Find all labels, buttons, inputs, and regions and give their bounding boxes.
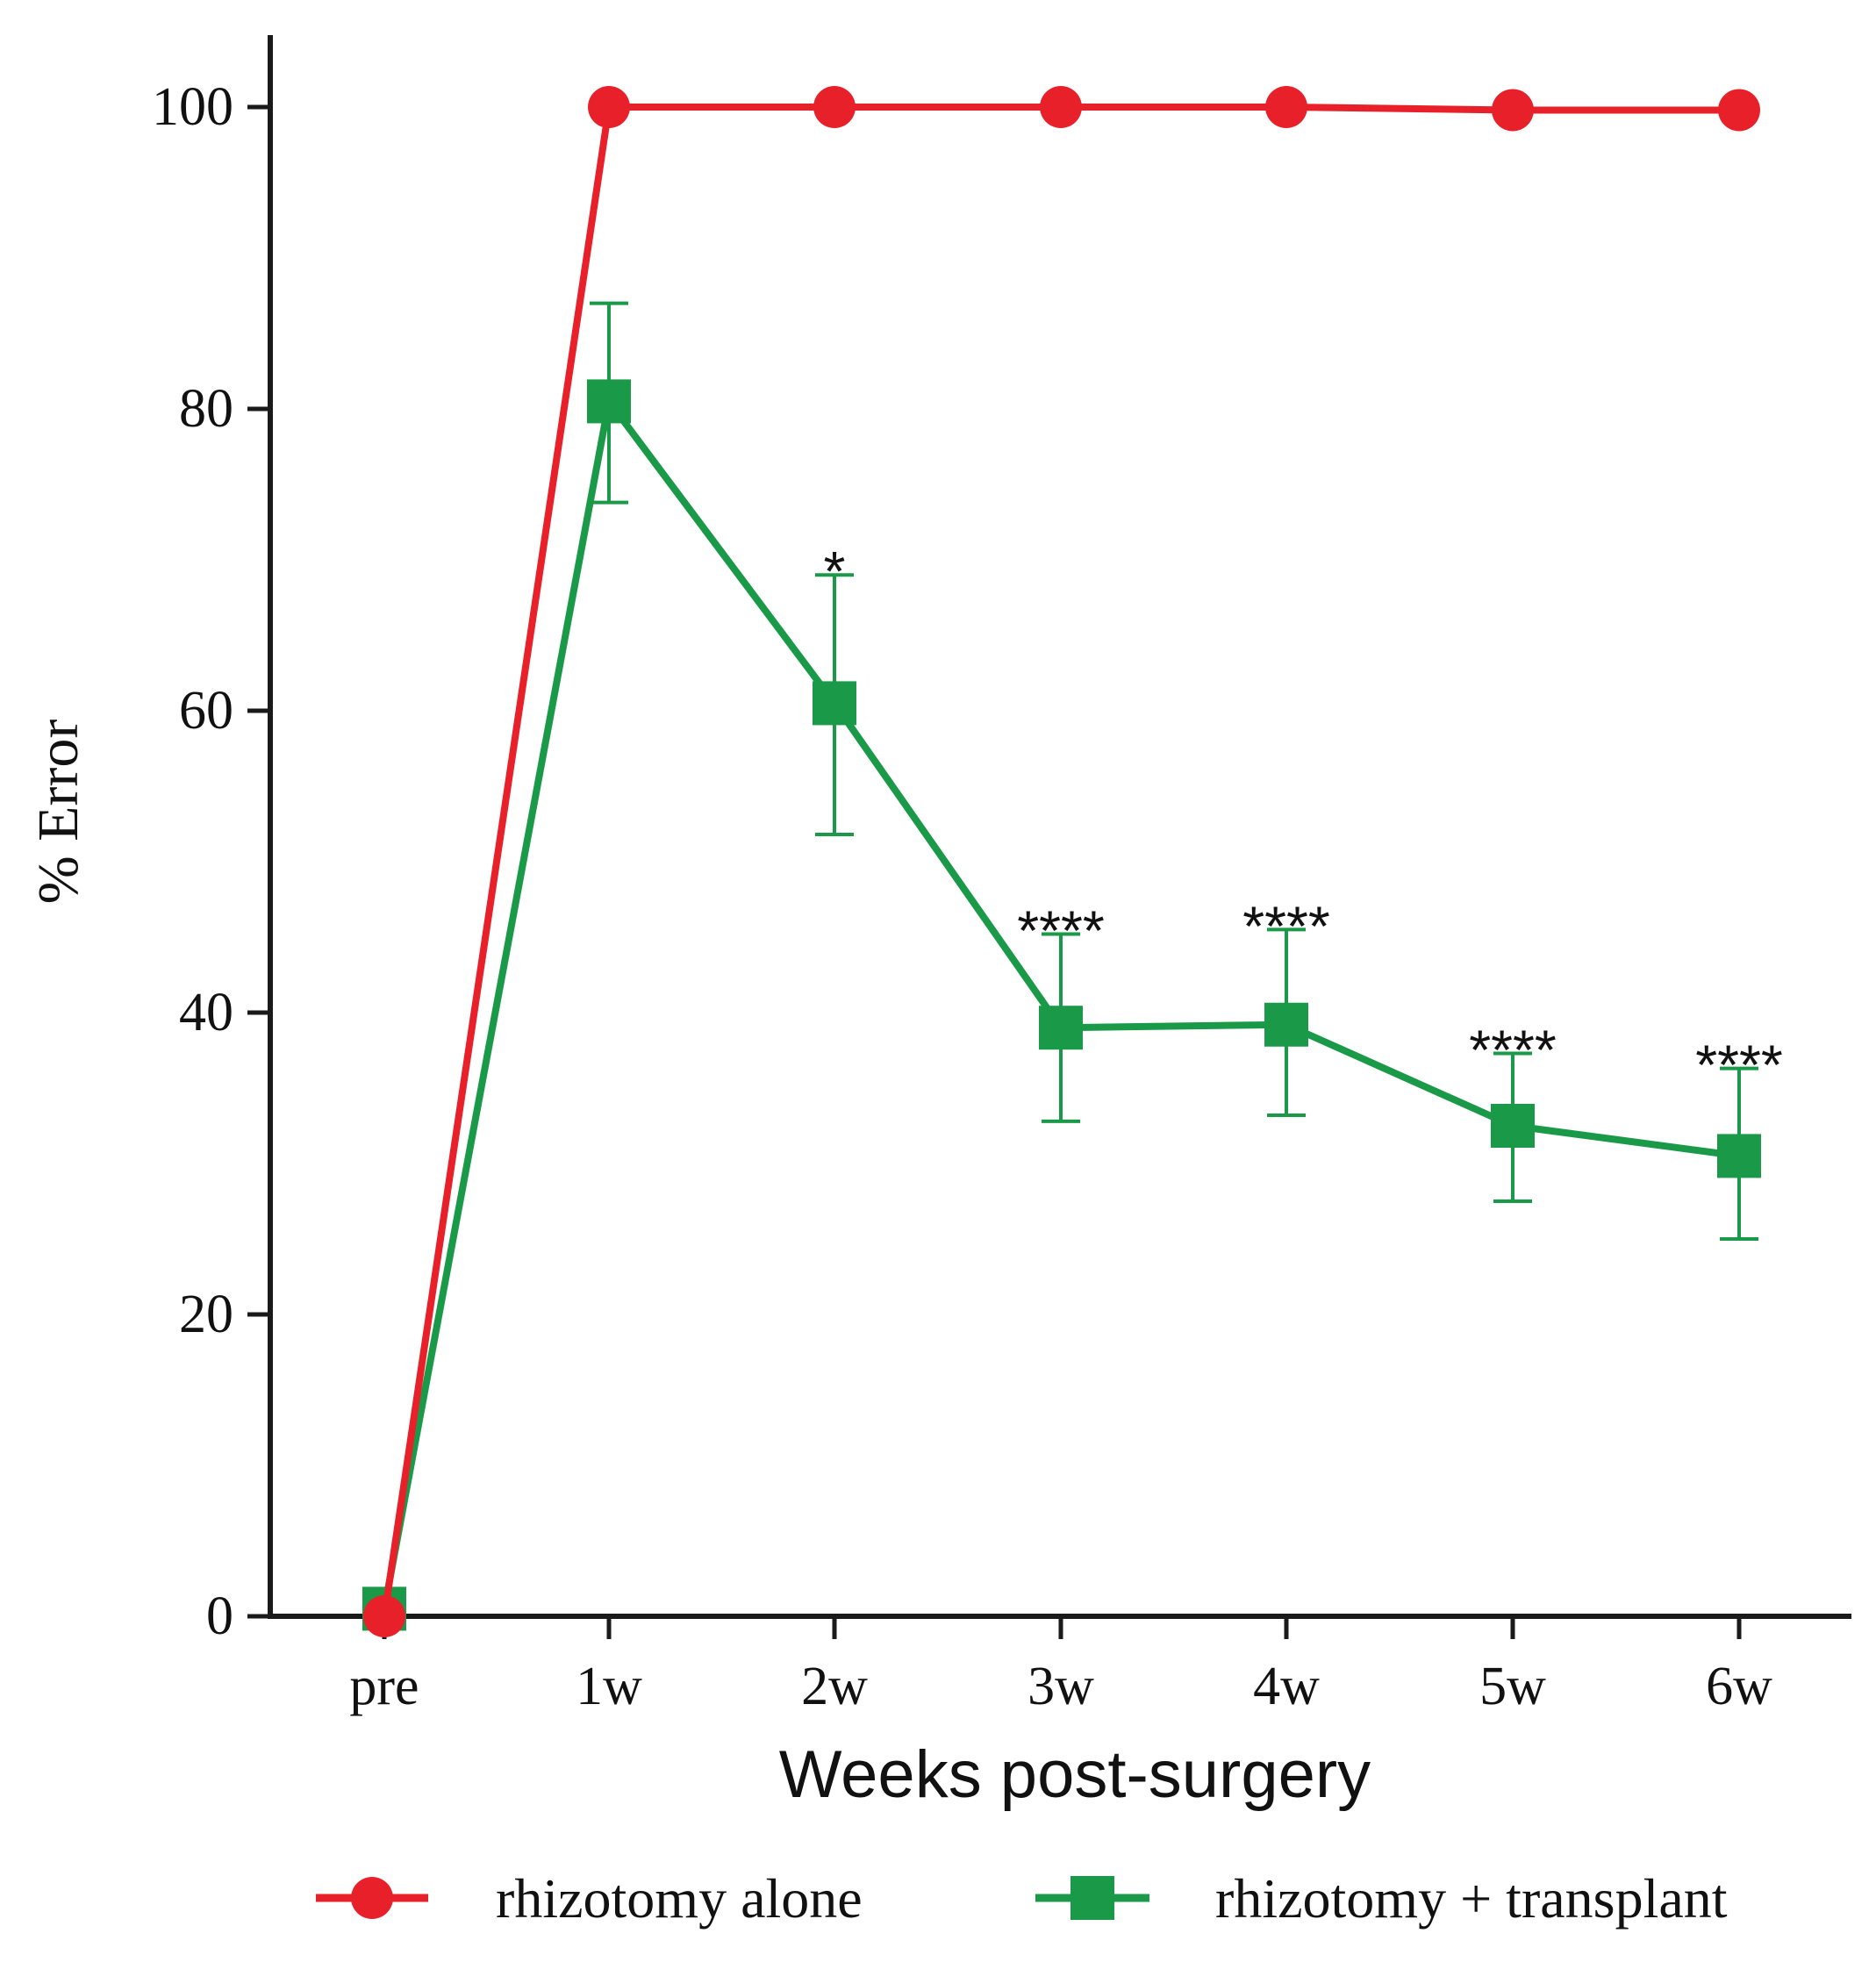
y-axis-title: % Error [26, 720, 90, 905]
data-point [587, 379, 631, 424]
y-tick-label: 80 [179, 379, 233, 439]
legend-item-rhizotomy-alone: rhizotomy alone [316, 1867, 863, 1930]
significance-label: **** [1017, 899, 1105, 963]
data-point [588, 86, 630, 128]
data-point [1491, 1104, 1535, 1148]
legend-label-rhizotomy-alone: rhizotomy alone [496, 1867, 863, 1930]
series-rhizotomy-alone [363, 86, 1760, 1637]
x-tick-label: 2w [801, 1657, 868, 1716]
x-axis-title: Weeks post-surgery [779, 1737, 1371, 1812]
legend-label-rhizotomy-transplant: rhizotomy + transplant [1215, 1867, 1728, 1930]
x-tick-label: 6w [1706, 1657, 1772, 1716]
y-ticks: 0 20 40 60 80 100 [152, 77, 270, 1646]
y-tick-label: 20 [179, 1285, 233, 1344]
significance-label: * [824, 540, 846, 603]
legend: rhizotomy alone rhizotomy + transplant [316, 1867, 1728, 1930]
series [362, 86, 1761, 1637]
data-point [813, 681, 856, 726]
x-tick-label: 5w [1479, 1657, 1546, 1716]
data-point [1040, 86, 1082, 128]
data-point [813, 86, 856, 128]
data-point [363, 1595, 405, 1637]
data-point [1492, 89, 1534, 132]
x-tick-label: 4w [1253, 1657, 1320, 1716]
y-tick-label: 60 [179, 681, 233, 741]
legend-item-rhizotomy-transplant: rhizotomy + transplant [1035, 1867, 1728, 1930]
series-rhizotomy-transplant [362, 301, 1761, 1631]
y-tick-label: 40 [179, 983, 233, 1042]
data-point [1039, 1006, 1083, 1050]
x-ticks: pre 1w 2w 3w 4w 5w 6w [349, 1616, 1772, 1716]
data-point [1265, 86, 1307, 128]
x-tick-label: pre [349, 1657, 419, 1716]
data-point [1264, 1002, 1308, 1047]
significance-annotations: ***** ******** **** [824, 540, 1783, 1096]
series-line [381, 104, 1739, 1617]
significance-label: **** [1242, 894, 1330, 957]
significance-label: **** [1695, 1034, 1783, 1097]
y-tick-label: 0 [206, 1586, 233, 1646]
data-point [1717, 1134, 1761, 1178]
legend-marker-circle [351, 1877, 393, 1919]
legend-marker-square [1070, 1876, 1114, 1920]
significance-label: **** [1469, 1018, 1557, 1081]
data-point [1718, 89, 1760, 132]
x-tick-label: 3w [1028, 1657, 1094, 1716]
x-tick-label: 1w [576, 1657, 642, 1716]
y-tick-label: 100 [152, 77, 233, 137]
